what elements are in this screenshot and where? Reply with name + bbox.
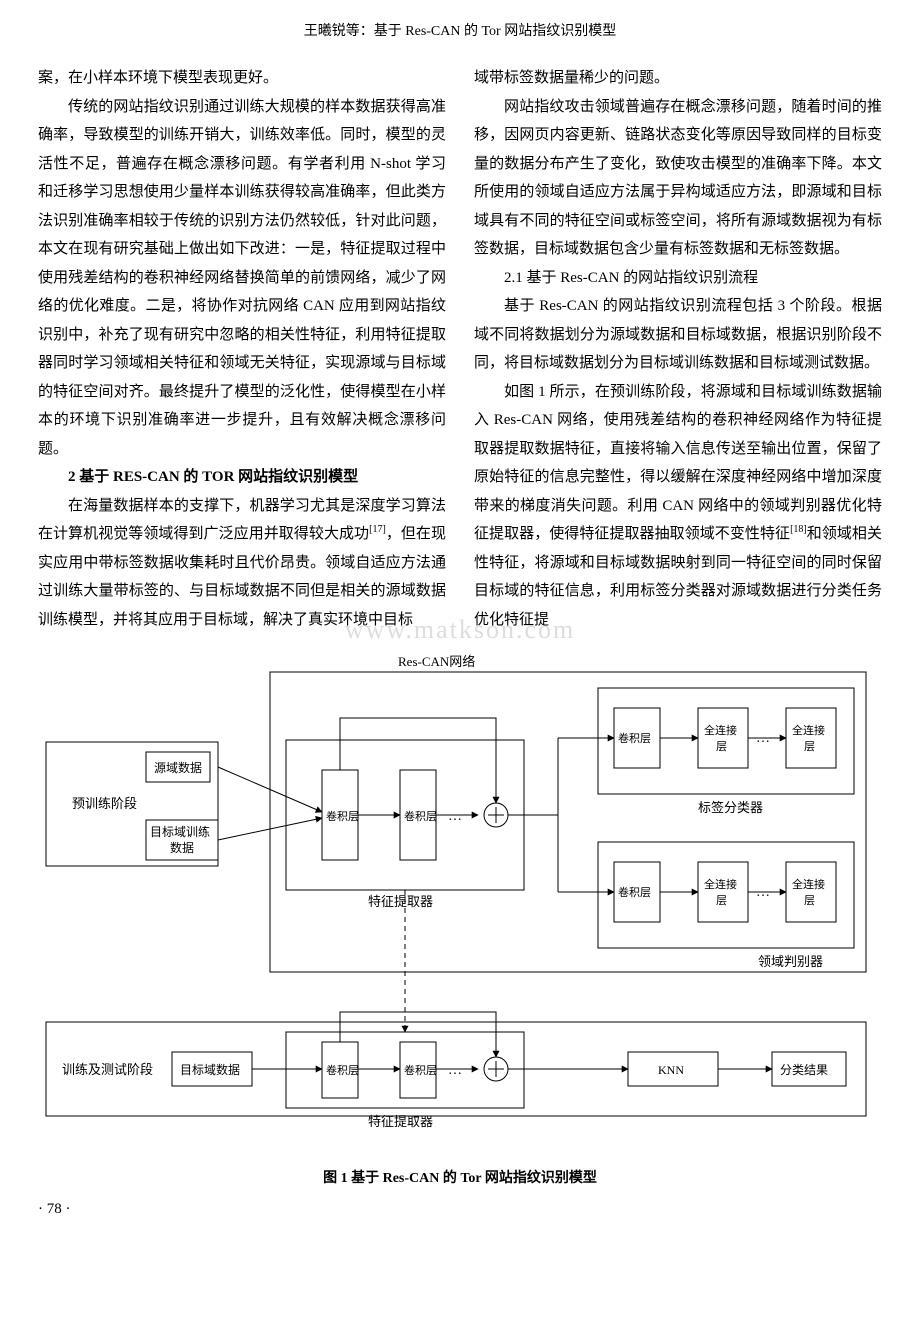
para: 在海量数据样本的支撑下，机器学习尤其是深度学习算法在计算机视觉等领域得到广泛应用… [38, 492, 446, 635]
para: 网站指纹攻击领域普遍存在概念漂移问题，随着时间的推移，因网页内容更新、链路状态变… [474, 93, 882, 264]
two-column-body: 案，在小样本环境下模型表现更好。 传统的网站指纹识别通过训练大规模的样本数据获得… [38, 64, 882, 634]
label-target-data: 目标域数据 [180, 1062, 240, 1077]
page-number: · 78 · [38, 1201, 882, 1218]
ellipsis: … [448, 1063, 462, 1078]
para: 案，在小样本环境下模型表现更好。 [38, 64, 446, 93]
label-conv1: 卷积层 [326, 809, 359, 823]
label-fc-top2-1: 全连接 [792, 723, 825, 737]
label-fc-bot2-1: 全连接 [792, 877, 825, 891]
para: 基于 Res-CAN 的网站指纹识别流程包括 3 个阶段。根据域不同将数据划分为… [474, 292, 882, 378]
right-column: 域带标签数据量稀少的问题。 网站指纹攻击领域普遍存在概念漂移问题，随着时间的推移… [474, 64, 882, 634]
label-conv-top: 卷积层 [618, 731, 651, 745]
label-conv-bot: 卷积层 [618, 885, 651, 899]
subsection-heading: 2.1 基于 Res-CAN 的网站指纹识别流程 [474, 264, 882, 293]
running-head: 王曦锐等：基于 Res-CAN 的 Tor 网站指纹识别模型 [38, 20, 882, 44]
label-train-test: 训练及测试阶段 [62, 1062, 153, 1077]
label-fc-top2-2: 层 [804, 740, 815, 753]
citation: [17] [369, 524, 386, 535]
label-feat-extractor: 特征提取器 [368, 894, 433, 909]
label-conv2: 卷积层 [404, 809, 437, 823]
label-result: 分类结果 [780, 1063, 828, 1077]
figure-svg: Res-CAN网络 预训练阶段 源域数据 目标域训练 数据 特征提取器 卷积层 … [38, 652, 882, 1152]
label-fc-bot1-2: 层 [716, 894, 727, 907]
label-fc-bot2-2: 层 [804, 894, 815, 907]
label-source-data: 源域数据 [154, 760, 202, 775]
label-fc-bot1-1: 全连接 [704, 877, 737, 891]
figure-caption: 图 1 基于 Res-CAN 的 Tor 网站指纹识别模型 [38, 1167, 882, 1187]
left-column: 案，在小样本环境下模型表现更好。 传统的网站指纹识别通过训练大规模的样本数据获得… [38, 64, 446, 634]
label-domain-disc: 领域判别器 [758, 954, 823, 969]
label-knn: KNN [658, 1063, 684, 1077]
label-rescan: Res-CAN网络 [398, 654, 475, 669]
citation: [18] [790, 524, 807, 535]
section-heading: 2 基于 RES-CAN 的 TOR 网站指纹识别模型 [38, 463, 446, 492]
text: 如图 1 所示，在预训练阶段，将源域和目标域训练数据输入 Res-CAN 网络，… [474, 384, 882, 543]
header-rule [38, 44, 882, 50]
label-cls: 标签分类器 [698, 800, 763, 815]
label-fc-top1-2: 层 [716, 740, 727, 753]
para: 域带标签数据量稀少的问题。 [474, 64, 882, 93]
label-target-train-2: 数据 [170, 840, 194, 855]
label-pretrain: 预训练阶段 [72, 796, 137, 811]
figure-1: Res-CAN网络 预训练阶段 源域数据 目标域训练 数据 特征提取器 卷积层 … [38, 652, 882, 1187]
label-feat-extractor2: 特征提取器 [368, 1114, 433, 1129]
ellipsis: … [448, 809, 462, 824]
label-fc-top1-1: 全连接 [704, 723, 737, 737]
label-conv4: 卷积层 [404, 1063, 437, 1077]
label-conv3: 卷积层 [326, 1063, 359, 1077]
para: 如图 1 所示，在预训练阶段，将源域和目标域训练数据输入 Res-CAN 网络，… [474, 378, 882, 635]
para: 传统的网站指纹识别通过训练大规模的样本数据获得高准确率，导致模型的训练开销大，训… [38, 93, 446, 464]
label-target-train-1: 目标域训练 [150, 824, 210, 839]
